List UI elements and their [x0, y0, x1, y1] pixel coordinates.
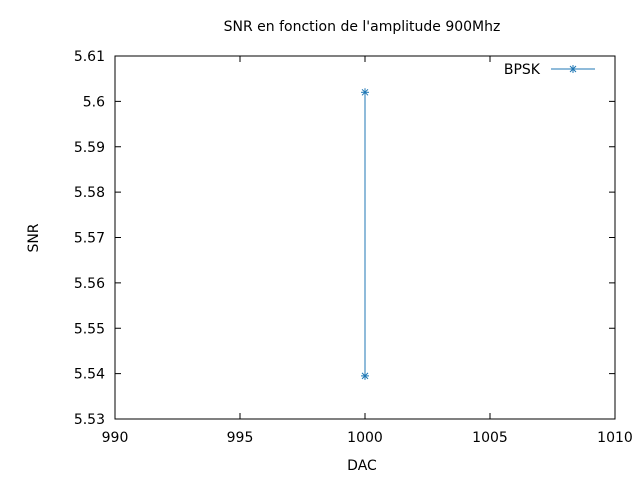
chart-title: SNR en fonction de l'amplitude 900Mhz	[224, 19, 501, 35]
x-tick-label: 995	[227, 430, 254, 446]
legend-marker-bpsk	[569, 65, 577, 73]
legend-label-bpsk: BPSK	[504, 62, 541, 78]
y-tick-label: 5.55	[74, 321, 105, 337]
y-tick-label: 5.57	[74, 231, 105, 247]
y-tick-label: 5.59	[74, 140, 105, 156]
x-axis-label: DAC	[347, 458, 377, 474]
y-tick-label: 5.6	[83, 94, 105, 110]
y-tick-label: 5.53	[74, 412, 105, 428]
y-tick-label: 5.54	[74, 367, 105, 383]
x-tick-label: 1010	[597, 430, 633, 446]
y-axis: 5.53 5.54 5.55 5.56 5.57 5.58 5.59 5.6 5.61	[74, 49, 615, 428]
y-tick-label: 5.58	[74, 185, 105, 201]
x-tick-label: 1005	[472, 430, 508, 446]
y-tick-label: 5.61	[74, 49, 105, 65]
x-axis: 990 995 1000 1005 1010	[102, 56, 633, 446]
y-axis-label: SNR	[26, 223, 42, 252]
x-tick-label: 1000	[347, 430, 383, 446]
y-tick-label: 5.56	[74, 276, 105, 292]
data-point	[361, 371, 369, 380]
legend: BPSK	[504, 62, 595, 78]
data-point	[361, 88, 369, 97]
x-tick-label: 990	[102, 430, 129, 446]
legend-marker-symbol	[569, 65, 577, 73]
series-layer	[361, 88, 369, 380]
